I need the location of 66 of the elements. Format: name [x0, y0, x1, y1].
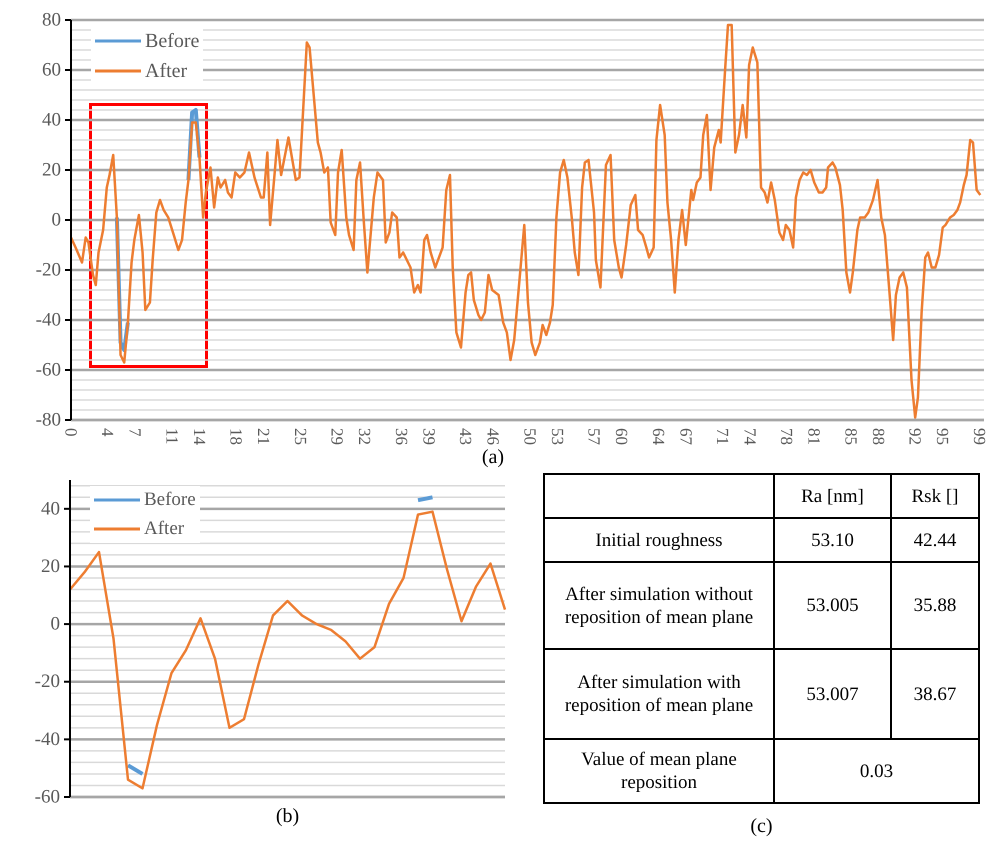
x-tick-label: 18: [226, 428, 246, 445]
y-tick-label: 40: [42, 110, 61, 130]
text: 42.44: [891, 518, 979, 562]
x-tick-label: 25: [290, 428, 310, 445]
text: Value of mean plane reposition: [544, 739, 774, 803]
text: (a): [480, 446, 506, 469]
x-tick-label: 67: [676, 428, 696, 446]
x-tick-label: 95: [933, 428, 952, 445]
x-tick-label: 64: [648, 428, 668, 446]
x-tick-label: 14: [190, 428, 209, 446]
y-tick-label: -20: [34, 671, 60, 692]
line-series: [68, 510, 506, 790]
x-tick-label: 11: [162, 428, 182, 444]
x-tick-label: 36: [392, 428, 411, 445]
y-tick-label: -60: [36, 360, 61, 380]
y-tick-label: -40: [34, 728, 60, 750]
x-tick-label: 7: [126, 428, 145, 437]
x-tick-label: 99: [970, 428, 986, 445]
x-tick-label: 53: [548, 428, 567, 445]
legend-label: After: [144, 518, 184, 540]
x-tick-label: 85: [841, 428, 860, 445]
x-tick-label: 29: [328, 428, 347, 445]
y-tick-label: -80: [36, 410, 61, 430]
text: 35.88: [891, 562, 979, 649]
line-series: [71, 24, 982, 419]
text: 38.67: [891, 649, 979, 739]
text: Initial roughness: [544, 518, 774, 562]
x-tick-label: 74: [740, 428, 760, 446]
y-tick-label: 40: [41, 498, 60, 520]
text: Ra [nm]: [774, 474, 891, 518]
x-tick-label: 46: [484, 428, 503, 445]
legend-label: Before: [145, 30, 200, 52]
text: 53.10: [774, 518, 891, 562]
x-tick-label: 39: [419, 428, 438, 445]
x-tick-label: 81: [804, 428, 824, 445]
x-tick-label: 0: [62, 428, 80, 436]
text: 0.03: [774, 739, 979, 803]
y-tick-label: 20: [41, 556, 60, 577]
text: 53.005: [774, 562, 891, 649]
x-tick-label: 32: [355, 428, 374, 445]
x-tick-label: 88: [868, 428, 888, 445]
y-tick-label: -20: [36, 260, 61, 280]
x-tick-label: 92: [906, 428, 925, 445]
y-tick-label: 0: [52, 210, 61, 230]
y-tick-label: 0: [50, 614, 60, 635]
x-tick-label: 78: [777, 428, 796, 445]
y-tick-label: -40: [36, 310, 61, 330]
text: (b): [274, 805, 300, 828]
x-tick-label: 57: [584, 428, 604, 446]
x-tick-label: 60: [612, 428, 632, 445]
text: (c): [749, 815, 774, 838]
text: After simulation without reposition of mean plane: [544, 562, 774, 649]
x-tick-label: 43: [456, 428, 476, 445]
x-tick-label: 21: [254, 428, 274, 445]
text: 53.007: [774, 649, 891, 739]
y-tick-label: -60: [34, 786, 60, 808]
legend-label: Before: [144, 489, 196, 512]
y-tick-label: 80: [42, 10, 61, 30]
text: Rsk []: [891, 474, 979, 518]
y-tick-label: 20: [42, 160, 61, 180]
x-tick-label: 4: [98, 428, 118, 437]
legend-label: After: [145, 60, 188, 82]
y-tick-label: 60: [42, 60, 61, 80]
x-tick-label: 71: [712, 428, 732, 445]
text: After simulation with reposition of mean plane: [544, 649, 774, 739]
x-tick-label: 50: [520, 428, 540, 445]
